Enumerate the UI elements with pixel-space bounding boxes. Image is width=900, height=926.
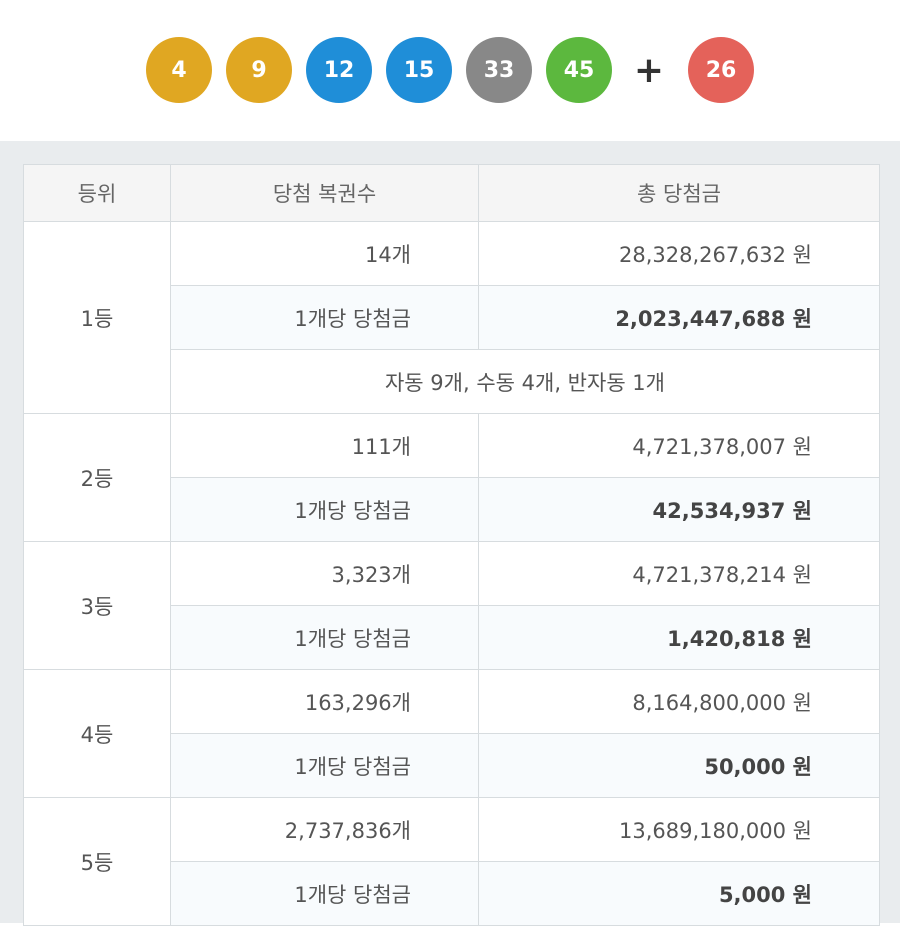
table-header-row: 등위 당첨 복권수 총 당첨금 xyxy=(23,164,880,222)
per-ticket-label: 1개당 당첨금 xyxy=(170,605,479,670)
winning-numbers-section: 4 9 12 15 33 45 + 26 xyxy=(0,0,900,141)
table-row: 1등 14개 28,328,267,632 원 xyxy=(23,221,880,414)
table-row: 1개당 당첨금 50,000 원 xyxy=(24,733,880,798)
per-ticket-label: 1개당 당첨금 xyxy=(170,477,479,542)
total-prize: 4,721,378,007 원 xyxy=(478,413,880,478)
rank-cell: 3등 xyxy=(23,541,171,670)
purchase-method-note: 자동 9개, 수동 4개, 반자동 1개 xyxy=(170,349,880,414)
number-ball: 15 xyxy=(386,37,452,103)
table-row: 4등 163,296개 8,164,800,000 원 xyxy=(23,669,880,798)
per-ticket-prize: 1,420,818 원 xyxy=(478,605,880,670)
header-rank: 등위 xyxy=(23,164,171,222)
per-ticket-label: 1개당 당첨금 xyxy=(170,861,479,926)
number-ball: 9 xyxy=(226,37,292,103)
rank-cell: 1등 xyxy=(23,221,171,414)
rank-cell: 2등 xyxy=(23,413,171,542)
prize-table: 등위 당첨 복권수 총 당첨금 1등 14개 28,328,267,632 원 … xyxy=(23,164,880,926)
number-ball: 12 xyxy=(306,37,372,103)
rank-cell: 5등 xyxy=(23,797,171,926)
header-winner-count: 당첨 복권수 xyxy=(170,164,479,222)
winner-count: 163,296개 xyxy=(170,669,479,734)
number-ball: 45 xyxy=(546,37,612,103)
number-ball: 33 xyxy=(466,37,532,103)
total-prize: 13,689,180,000 원 xyxy=(478,797,880,862)
number-ball: 4 xyxy=(146,37,212,103)
bonus-number-ball: 26 xyxy=(688,37,754,103)
per-ticket-label: 1개당 당첨금 xyxy=(170,285,479,350)
table-row: 1개당 당첨금 5,000 원 xyxy=(24,861,880,926)
table-row: 5등 2,737,836개 13,689,180,000 원 xyxy=(23,797,880,926)
per-ticket-label: 1개당 당첨금 xyxy=(170,733,479,798)
table-row: 1개당 당첨금 2,023,447,688 원 xyxy=(24,285,880,350)
plus-icon: + xyxy=(633,49,665,91)
prize-panel: 등위 당첨 복권수 총 당첨금 1등 14개 28,328,267,632 원 … xyxy=(0,141,900,926)
total-prize: 8,164,800,000 원 xyxy=(478,669,880,734)
winner-count: 14개 xyxy=(170,221,479,286)
per-ticket-prize: 2,023,447,688 원 xyxy=(478,285,880,350)
header-total-prize: 총 당첨금 xyxy=(478,164,880,222)
total-prize: 4,721,378,214 원 xyxy=(478,541,880,606)
table-row: 2등 111개 4,721,378,007 원 xyxy=(23,413,880,542)
per-ticket-prize: 5,000 원 xyxy=(478,861,880,926)
table-row: 1개당 당첨금 42,534,937 원 xyxy=(24,477,880,542)
winner-count: 2,737,836개 xyxy=(170,797,479,862)
table-row: 1개당 당첨금 1,420,818 원 xyxy=(24,605,880,670)
per-ticket-prize: 50,000 원 xyxy=(478,733,880,798)
winning-numbers: 4 9 12 15 33 45 + 26 xyxy=(0,37,900,103)
winner-count: 3,323개 xyxy=(170,541,479,606)
total-prize: 28,328,267,632 원 xyxy=(478,221,880,286)
winner-count: 111개 xyxy=(170,413,479,478)
rank-cell: 4등 xyxy=(23,669,171,798)
table-row: 3등 3,323개 4,721,378,214 원 xyxy=(23,541,880,670)
per-ticket-prize: 42,534,937 원 xyxy=(478,477,880,542)
